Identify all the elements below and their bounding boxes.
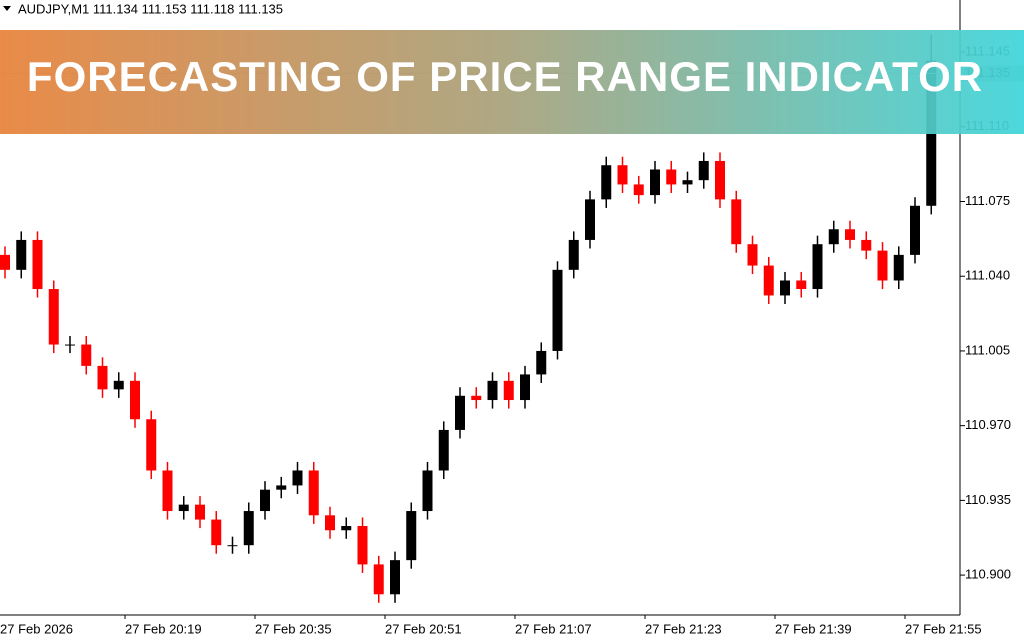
candle-body — [601, 165, 612, 200]
candle-body — [357, 525, 368, 565]
x-tick-label: 27 Feb 20:51 — [385, 621, 462, 636]
candle-body — [731, 199, 742, 245]
candle-body — [471, 395, 482, 401]
candle-body — [487, 380, 498, 401]
candle-body — [260, 489, 270, 512]
candle-body — [617, 165, 628, 185]
y-tick-label: 110.970 — [965, 417, 1011, 432]
candle-body — [227, 545, 238, 547]
candle-body — [861, 239, 872, 251]
candle-body — [195, 504, 205, 520]
candle-body — [97, 365, 108, 390]
candle-body — [845, 229, 855, 240]
candle-body — [146, 419, 157, 471]
candle-body — [292, 470, 303, 486]
candle-body — [763, 265, 774, 296]
candle-body — [633, 184, 644, 196]
candle-body — [455, 395, 465, 430]
menu-arrow[interactable] — [3, 6, 11, 11]
candle-body — [536, 350, 547, 375]
candle-body — [682, 180, 693, 185]
candle-body — [552, 269, 563, 351]
candle-body — [178, 504, 189, 512]
x-tick-label: 27 Feb 21:39 — [775, 621, 852, 636]
candle-body — [276, 485, 287, 490]
candle-body — [893, 254, 904, 281]
x-tick-label: 27 Feb 20:19 — [125, 621, 202, 636]
candle-body — [650, 169, 660, 196]
candle-body — [48, 289, 59, 345]
candle-body — [211, 519, 222, 546]
candle-body — [406, 511, 417, 561]
candle-body — [520, 374, 530, 401]
x-tick-label: 27 Feb 21:55 — [905, 621, 982, 636]
candle-body — [16, 239, 27, 270]
candle-body — [568, 239, 579, 270]
banner — [0, 30, 1024, 134]
y-tick-label: 110.900 — [965, 567, 1011, 582]
x-tick-label: 27 Feb 21:23 — [645, 621, 722, 636]
candle-body — [812, 244, 823, 290]
candle-body — [698, 160, 709, 181]
candle-body — [130, 380, 140, 420]
candle-body — [308, 470, 319, 516]
candle-body — [585, 199, 595, 240]
y-tick-label: 111.040 — [965, 268, 1010, 283]
candle-body — [373, 564, 384, 595]
candle-body — [162, 470, 173, 512]
candle-body — [32, 239, 43, 290]
candle-body — [780, 280, 790, 296]
y-tick-label: 110.935 — [965, 492, 1011, 507]
chart-title: AUDJPY,M1 111.134 111.153 111.118 111.13… — [18, 1, 283, 16]
candle-body — [877, 250, 888, 281]
candle-body — [341, 525, 352, 531]
y-tick-label: 111.075 — [965, 193, 1010, 208]
candle-body — [81, 344, 92, 366]
candle-body — [113, 380, 124, 390]
candle-body — [438, 429, 449, 471]
candle-body — [503, 380, 514, 401]
candle-body — [422, 470, 433, 512]
candle-body — [796, 280, 807, 290]
candle-body — [910, 205, 920, 255]
x-tick-label: 27 Feb 20:35 — [255, 621, 332, 636]
candle-body — [747, 244, 758, 266]
candle-body — [666, 169, 677, 185]
y-tick-label: 111.005 — [965, 342, 1010, 357]
x-tick-label: 27 Feb 2026 — [0, 621, 73, 636]
candle-body — [390, 560, 400, 595]
x-tick-label: 27 Feb 21:07 — [515, 621, 592, 636]
banner-title: FORECASTING OF PRICE RANGE INDICATOR — [27, 53, 983, 100]
candle-body — [243, 511, 254, 546]
candle-body — [65, 344, 75, 346]
candle-body — [325, 515, 335, 531]
candle-body — [715, 160, 725, 200]
candle-body — [0, 254, 10, 270]
candle-body — [828, 229, 839, 245]
